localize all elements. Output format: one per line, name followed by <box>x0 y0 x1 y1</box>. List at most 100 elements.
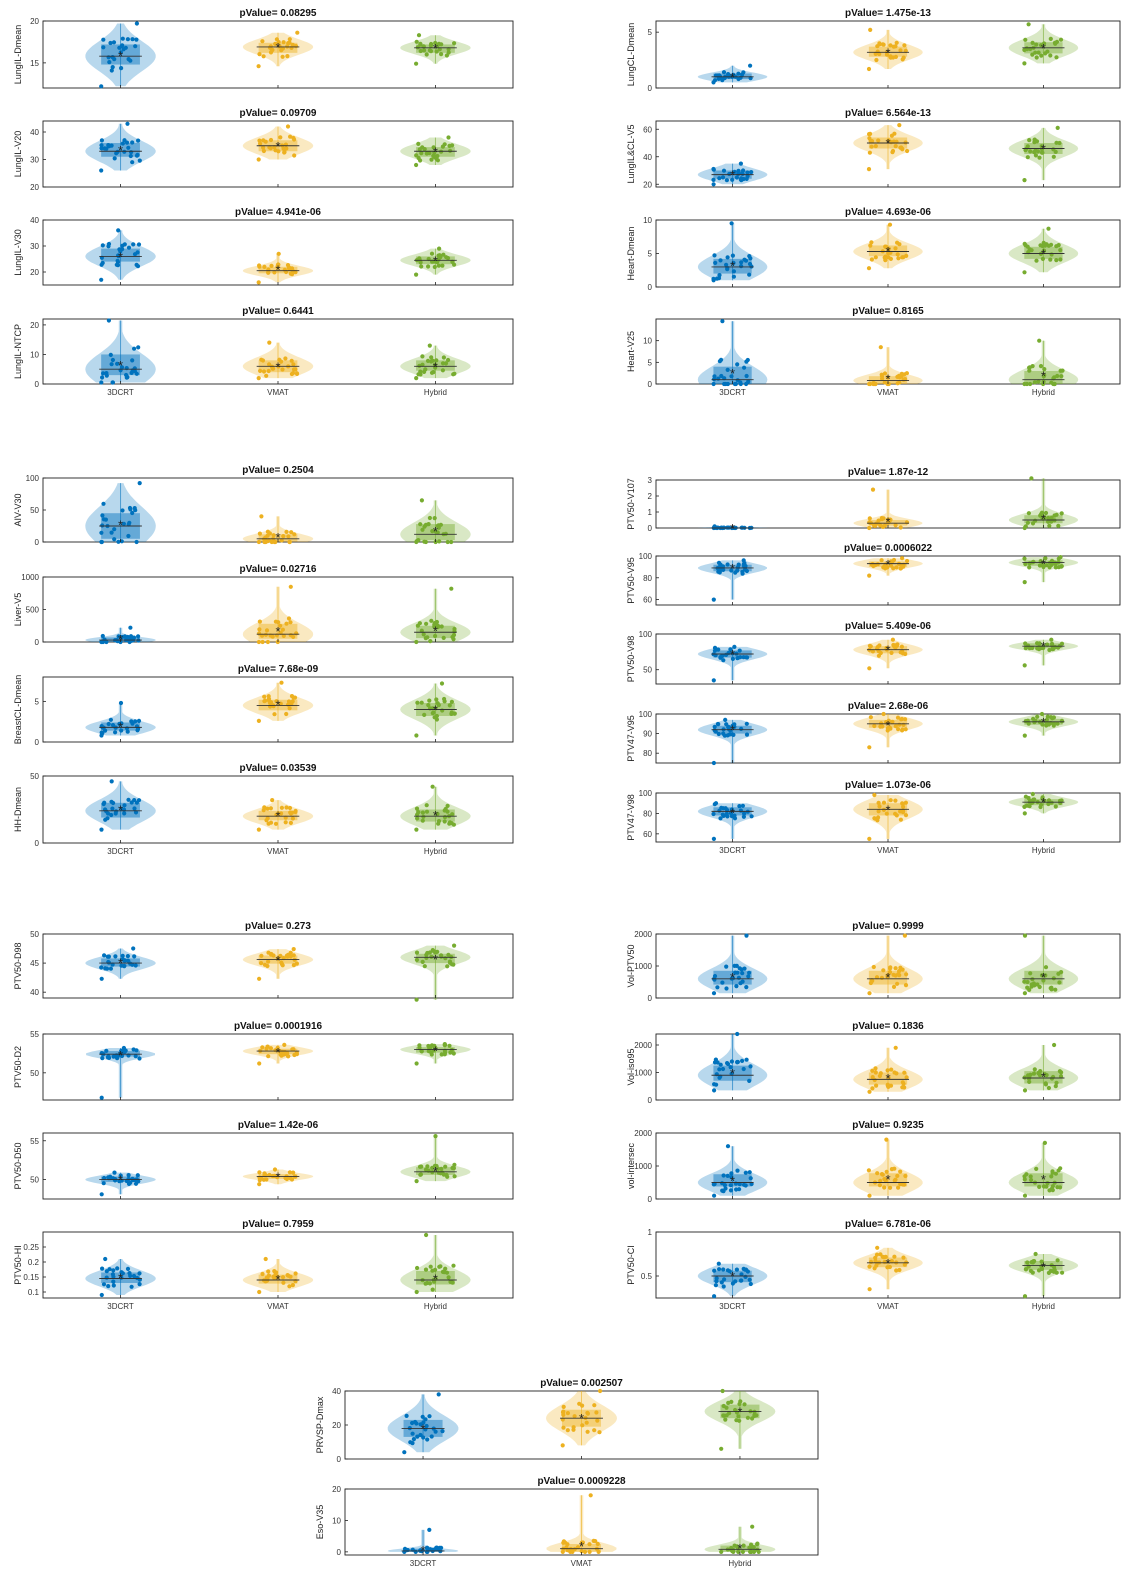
y-tick-label: 100 <box>639 789 653 798</box>
data-point <box>120 634 125 640</box>
data-point <box>289 358 294 363</box>
data-point <box>888 563 894 568</box>
data-point <box>427 343 432 348</box>
data-point <box>104 146 109 151</box>
data-point <box>419 700 424 705</box>
data-point <box>582 1549 588 1554</box>
data-point <box>561 1404 566 1409</box>
data-point <box>713 260 718 265</box>
data-point <box>875 562 880 567</box>
mean-marker: * <box>118 1173 123 1188</box>
mean-marker: * <box>421 1543 426 1558</box>
x-tick-label: Hybrid <box>1032 846 1055 855</box>
violin-series-hybrid: * <box>1008 711 1079 763</box>
mean-marker: * <box>433 1164 438 1179</box>
data-point <box>873 1070 878 1075</box>
data-point <box>291 634 296 640</box>
data-point <box>732 169 737 174</box>
data-point <box>900 556 905 561</box>
data-point <box>423 1167 429 1172</box>
data-point <box>720 175 726 180</box>
y-tick-label: 60 <box>643 830 652 839</box>
y-axis-label: PRVSP-Dmax <box>315 1396 325 1453</box>
data-point <box>418 369 423 374</box>
data-point <box>718 816 723 821</box>
data-point <box>126 57 131 62</box>
data-point <box>1039 510 1045 515</box>
data-point <box>884 1137 889 1142</box>
data-point <box>728 1183 733 1188</box>
data-point <box>1047 565 1052 570</box>
data-point <box>420 527 425 532</box>
data-point <box>134 539 139 545</box>
data-point <box>110 65 115 70</box>
data-point <box>439 681 445 686</box>
panel-title: pValue= 0.273 <box>245 921 311 932</box>
data-point <box>433 950 439 955</box>
data-point <box>134 262 139 267</box>
data-point <box>423 1417 428 1422</box>
data-point <box>433 1267 438 1272</box>
data-point <box>272 712 277 717</box>
y-tick-label: 50 <box>30 506 39 515</box>
data-point <box>422 147 427 152</box>
data-point <box>266 959 271 964</box>
data-point <box>260 1271 265 1277</box>
data-point <box>1039 1259 1044 1264</box>
data-point <box>872 792 877 798</box>
data-point <box>133 963 138 968</box>
data-point <box>286 41 291 46</box>
data-point <box>294 371 300 376</box>
data-point <box>440 708 445 713</box>
data-point <box>429 370 435 375</box>
panel-title: pValue= 0.09709 <box>239 108 316 119</box>
data-point <box>120 36 125 41</box>
data-point <box>287 37 292 42</box>
data-point <box>440 1269 445 1274</box>
data-point <box>729 1175 734 1180</box>
data-point <box>100 375 105 380</box>
violin-series-3dcrt: * 3DCRT <box>697 319 768 397</box>
data-point <box>1058 1074 1064 1079</box>
data-point <box>736 562 741 567</box>
mean-marker: * <box>885 1071 890 1086</box>
data-point <box>258 368 263 373</box>
data-point <box>436 523 441 528</box>
data-point <box>747 272 752 277</box>
data-point <box>867 991 872 996</box>
data-point <box>115 263 121 268</box>
violin-series-hybrid: * <box>1008 226 1079 287</box>
data-point <box>119 806 124 811</box>
data-point <box>739 260 744 265</box>
data-point <box>876 138 881 143</box>
data-point <box>425 1164 430 1169</box>
data-point <box>452 943 457 948</box>
data-point <box>1059 970 1064 975</box>
data-point <box>282 1042 287 1047</box>
mean-marker: * <box>433 952 438 967</box>
data-point <box>416 141 421 146</box>
data-point <box>444 53 449 58</box>
violin-panel: pValue= 0.09709 LungIL-V20 20 30 40 * * * <box>13 108 514 192</box>
panel-title: pValue= 0.002507 <box>540 1378 623 1389</box>
data-point <box>414 806 420 811</box>
data-point <box>867 516 872 521</box>
mean-marker: * <box>1041 142 1046 157</box>
violin-series-3dcrt: * <box>387 1392 459 1459</box>
data-point <box>443 531 448 536</box>
data-point <box>870 562 875 567</box>
data-point <box>1040 562 1045 567</box>
mean-marker: * <box>730 521 735 536</box>
data-point <box>1037 338 1042 343</box>
data-point <box>414 957 419 963</box>
data-point <box>265 529 270 534</box>
mean-marker: * <box>737 1541 742 1556</box>
violin-series-3dcrt: * <box>697 63 768 88</box>
y-axis-label: Vol-PTV50 <box>626 944 636 987</box>
mean-marker: * <box>730 366 735 381</box>
data-point <box>712 648 718 653</box>
y-axis-label: Heart-Dmean <box>626 226 636 280</box>
data-point <box>429 1434 434 1439</box>
data-point <box>867 525 872 531</box>
data-point <box>725 1173 730 1178</box>
